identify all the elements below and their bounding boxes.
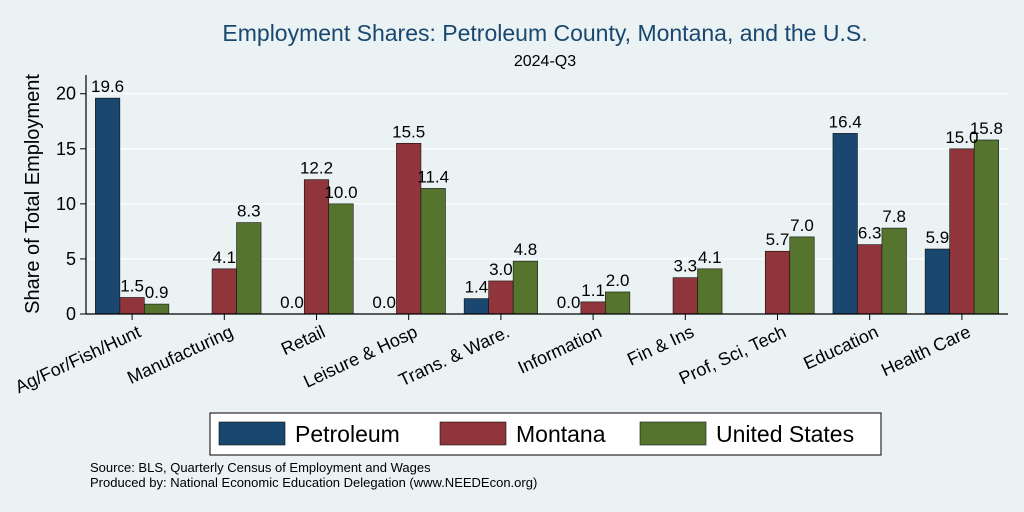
data-label: 11.4 — [417, 167, 449, 186]
bar-petroleum — [95, 97, 121, 315]
data-label: 15.8 — [970, 119, 1003, 138]
bar-united-states — [697, 268, 723, 315]
data-label: 5.9 — [926, 228, 950, 247]
x-tick-label: Fin & Ins — [624, 321, 697, 369]
data-label: 1.4 — [465, 278, 489, 297]
legend-swatch-united-states — [639, 421, 707, 446]
data-label: 7.0 — [790, 216, 814, 235]
x-tick-label: Information — [515, 321, 605, 377]
legend-swatch-montana — [439, 421, 507, 446]
bar-united-states — [420, 188, 446, 315]
bar-montana — [303, 179, 330, 315]
data-label: 5.7 — [766, 230, 790, 249]
data-label: 15.0 — [945, 128, 978, 147]
data-label: 3.0 — [489, 260, 513, 279]
y-tick-label: 0 — [66, 304, 76, 324]
data-label: 0.9 — [145, 283, 169, 302]
chart-title: Employment Shares: Petroleum County, Mon… — [222, 20, 867, 46]
axes — [85, 75, 1008, 315]
data-label: 4.1 — [698, 248, 722, 267]
bar-montana — [672, 277, 698, 315]
chart-subtitle: 2024-Q3 — [514, 53, 576, 70]
bar-montana — [857, 244, 883, 315]
y-tick-label: 15 — [56, 139, 76, 159]
bar-united-states — [236, 222, 262, 315]
bar-montana — [488, 280, 514, 315]
bar-united-states — [973, 139, 999, 315]
chart-notes: Source: BLS, Quarterly Census of Employm… — [90, 460, 537, 490]
legend-label: Petroleum — [295, 421, 400, 447]
data-labels: 19.6 1.5 0.9 4.1 8.3 0.0 12.2 10.0 0.0 15.5 11.4 1.… — [91, 77, 1003, 312]
y-axis-ticks: 0 5 10 15 20 — [56, 84, 86, 324]
data-label: 8.3 — [237, 202, 261, 221]
data-label: 2.0 — [606, 271, 630, 290]
legend-label: United States — [716, 421, 854, 447]
data-label: 6.3 — [858, 224, 882, 243]
y-tick-label: 5 — [66, 249, 76, 269]
x-tick-label: Education — [800, 321, 881, 373]
data-label: 1.1 — [581, 281, 605, 300]
bar-montana — [211, 268, 237, 315]
bar-montana — [764, 250, 791, 315]
bars — [95, 97, 999, 315]
bar-petroleum — [463, 298, 489, 315]
data-label: 15.5 — [392, 122, 425, 141]
y-tick-label: 20 — [56, 84, 76, 104]
bar-united-states — [881, 227, 907, 315]
source-note: Produced by: National Economic Education… — [90, 475, 537, 490]
data-label: 12.2 — [300, 159, 333, 178]
source-note: Source: BLS, Quarterly Census of Employm… — [90, 460, 431, 475]
bar-montana — [396, 142, 422, 315]
y-tick-label: 10 — [56, 194, 76, 214]
legend-box — [209, 412, 882, 456]
data-label: 19.6 — [91, 77, 124, 96]
bar-montana — [580, 301, 606, 315]
x-tick-label: Ag/For/Fish/Hunt — [12, 321, 144, 397]
x-tick-label: Health Care — [878, 321, 974, 380]
bar-petroleum — [832, 133, 858, 315]
data-label: 4.1 — [212, 248, 236, 267]
bar-montana — [119, 297, 145, 315]
x-tick-label: Manufacturing — [124, 321, 236, 387]
bar-montana — [949, 148, 975, 315]
data-label: 7.8 — [882, 207, 906, 226]
bar-petroleum — [924, 248, 950, 315]
y-axis-label: Share of Total Employment — [22, 74, 44, 314]
data-label: 16.4 — [829, 112, 862, 131]
data-label: 10.0 — [324, 183, 357, 202]
legend: Petroleum Montana United States — [209, 412, 882, 456]
data-label: 0.0 — [557, 293, 581, 312]
data-label: 0.0 — [280, 293, 304, 312]
bar-united-states — [605, 291, 631, 315]
x-tick-label: Retail — [278, 321, 328, 359]
bar-united-states — [144, 303, 170, 315]
data-label: 4.8 — [514, 240, 538, 259]
legend-swatch-petroleum — [218, 421, 286, 446]
legend-label: Montana — [516, 421, 606, 447]
data-label: 3.3 — [673, 257, 697, 276]
data-label: 1.5 — [120, 276, 144, 295]
data-label: 0.0 — [372, 293, 396, 312]
bar-united-states — [328, 203, 354, 315]
bar-united-states — [512, 260, 538, 315]
bar-united-states — [789, 236, 815, 315]
